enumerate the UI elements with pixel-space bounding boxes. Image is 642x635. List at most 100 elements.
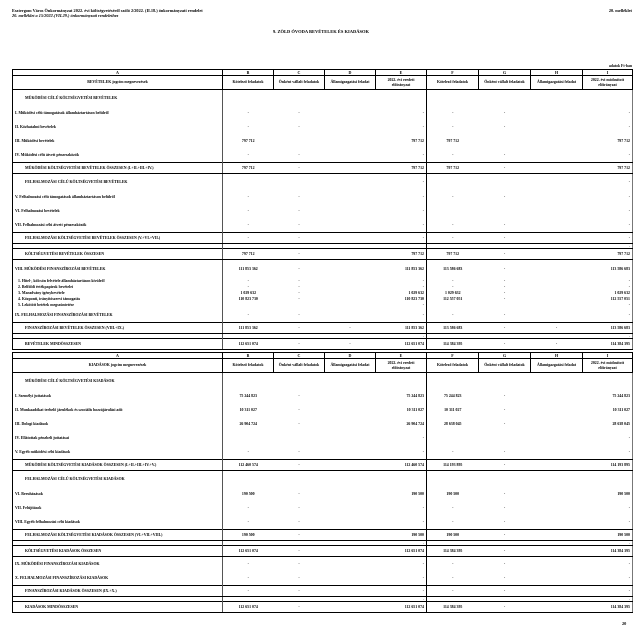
value-cell: - bbox=[452, 520, 454, 524]
total-row: FELHALMOZÁSI KÖLTSÉGVETÉSI BEVÉTELEK ÖSS… bbox=[12, 232, 633, 244]
value-cell bbox=[325, 445, 376, 460]
column-header: 2022. évi eredeti előirányzat bbox=[375, 75, 427, 90]
value-cell: - bbox=[452, 111, 454, 115]
value-cell: 114 384 395 bbox=[582, 601, 633, 613]
value-cell bbox=[479, 174, 531, 191]
row-label: IX. MŰKÖDÉSI FINANSZÍROZÁSI KIADÁSOK bbox=[12, 556, 223, 571]
value-cell: 113 586 683 bbox=[426, 322, 479, 334]
value-cell bbox=[531, 571, 583, 586]
value-cell: - bbox=[478, 322, 531, 334]
value-cell bbox=[531, 90, 583, 107]
value-cell bbox=[325, 218, 376, 233]
column-header: Kötelező feladatok bbox=[222, 358, 274, 373]
value-cell: - bbox=[503, 195, 506, 199]
value-cell bbox=[531, 174, 583, 191]
table-row: V. Egyéb működési célú kiadások - - - - - - bbox=[12, 445, 633, 460]
row-label: MŰKÖDÉSI CÉLÚ KÖLTSÉGVETÉSI BEVÉTELEK bbox=[12, 89, 223, 106]
value-cell: - bbox=[298, 562, 300, 566]
value-cell: 797 712 bbox=[582, 162, 633, 174]
value-cell: 26 904 724 bbox=[239, 422, 257, 426]
value-cell bbox=[531, 120, 583, 134]
value-cell: 28 638 045 bbox=[443, 422, 462, 426]
value-cell bbox=[479, 90, 531, 107]
value-cell bbox=[530, 162, 583, 174]
value-cell bbox=[325, 487, 376, 501]
value-cell: 10 311 027 bbox=[375, 403, 427, 417]
value-cell: 190 500 bbox=[222, 529, 274, 541]
value-cell bbox=[531, 204, 583, 218]
total-row: BEVÉTELEK MINDÖSSZESEN 112 651 074- -112 6… bbox=[12, 338, 633, 350]
column-header: Kötelező feladatok bbox=[426, 358, 479, 373]
value-cell bbox=[531, 487, 583, 501]
value-cell bbox=[427, 174, 479, 191]
value-cell bbox=[530, 601, 583, 613]
value-cell bbox=[325, 403, 376, 417]
value-cell: 110 823 730 bbox=[238, 297, 258, 301]
value-cell: - bbox=[478, 162, 531, 174]
value-cell bbox=[324, 162, 376, 174]
value-cell: 10 311 027 bbox=[239, 408, 257, 412]
value-cell: - bbox=[273, 585, 325, 597]
value-cell bbox=[223, 174, 274, 191]
value-cell: - bbox=[273, 529, 325, 541]
value-cell: - bbox=[298, 576, 300, 580]
value-cell: - bbox=[273, 545, 325, 557]
value-cell bbox=[531, 471, 583, 488]
unit-note: adatok Ft-ban bbox=[608, 64, 632, 68]
value-cell bbox=[427, 471, 479, 488]
table-row: 3. Maradvány igénybevétele 1 029 632 - 1 02… bbox=[12, 290, 633, 296]
value-cell: - bbox=[247, 209, 249, 213]
value-cell bbox=[479, 431, 531, 445]
value-cell: - bbox=[375, 515, 427, 530]
value-cell: - bbox=[375, 540, 427, 546]
page-title: 9. ZÖLD ÓVODA BEVÉTELEK ÉS KIADÁSOK bbox=[273, 29, 369, 34]
value-cell: - bbox=[298, 297, 300, 301]
value-cell bbox=[531, 106, 583, 120]
value-cell: 190 500 bbox=[375, 487, 427, 501]
table-row: -- bbox=[12, 596, 633, 602]
value-cell bbox=[531, 389, 583, 403]
value-cell: 114 384 395 bbox=[426, 545, 479, 557]
value-cell: - bbox=[628, 153, 630, 157]
total-row: FINANSZÍROZÁSI BEVÉTELEK ÖSSZESEN (VIII.… bbox=[12, 322, 633, 334]
value-cell bbox=[531, 260, 583, 279]
annex-number: 20. melléklet bbox=[608, 8, 632, 13]
value-cell: - bbox=[375, 284, 427, 290]
value-cell: - bbox=[478, 585, 531, 597]
column-header-label: KIADÁSOK jogcím megnevezések bbox=[12, 358, 223, 373]
table-row: 2. Belföldi értékpapírok bevételei - - - - - - bbox=[12, 284, 633, 290]
value-cell: - bbox=[629, 541, 630, 545]
value-cell: 113 586 683 bbox=[443, 267, 463, 271]
value-cell bbox=[223, 373, 274, 390]
value-cell: - bbox=[628, 279, 630, 283]
value-cell: - bbox=[503, 153, 506, 157]
value-cell: 190 500 bbox=[582, 529, 633, 541]
value-cell: 111 853 362 bbox=[238, 267, 258, 271]
value-cell bbox=[375, 372, 427, 389]
value-cell: - bbox=[503, 450, 506, 454]
value-cell: - bbox=[628, 562, 630, 566]
value-cell: - bbox=[375, 302, 427, 308]
value-cell bbox=[325, 417, 376, 431]
value-cell: - bbox=[375, 218, 427, 233]
total-row: MŰKÖDÉSI KÖLTSÉGVETÉSI KIADÁSOK ÖSSZESEN… bbox=[12, 459, 633, 471]
value-cell: - bbox=[298, 209, 300, 213]
value-cell: - bbox=[273, 601, 325, 613]
row-label: II. Munkaadókat terhelő járulékok és szo… bbox=[12, 403, 223, 417]
value-cell: 111 853 362 bbox=[375, 259, 427, 278]
value-cell bbox=[324, 545, 376, 557]
value-cell: - bbox=[452, 313, 454, 317]
row-label: BEVÉTELEK MINDÖSSZESEN bbox=[12, 338, 223, 350]
value-cell: 10 311 027 bbox=[612, 408, 630, 412]
value-cell: 1 029 632 bbox=[375, 290, 427, 296]
value-cell bbox=[325, 134, 376, 148]
row-label: IV. Működési célú átvett pénzeszközök bbox=[12, 148, 223, 163]
value-cell bbox=[530, 248, 583, 260]
value-cell: - bbox=[298, 394, 300, 398]
value-cell: - bbox=[298, 492, 300, 496]
value-cell: - bbox=[298, 450, 300, 454]
value-cell: - bbox=[298, 223, 300, 227]
table-row: 5. Lekötött betétek megszüntetése - - bbox=[12, 302, 633, 308]
value-cell: 797 712 bbox=[222, 162, 274, 174]
value-cell: 110 823 730 bbox=[375, 296, 427, 302]
